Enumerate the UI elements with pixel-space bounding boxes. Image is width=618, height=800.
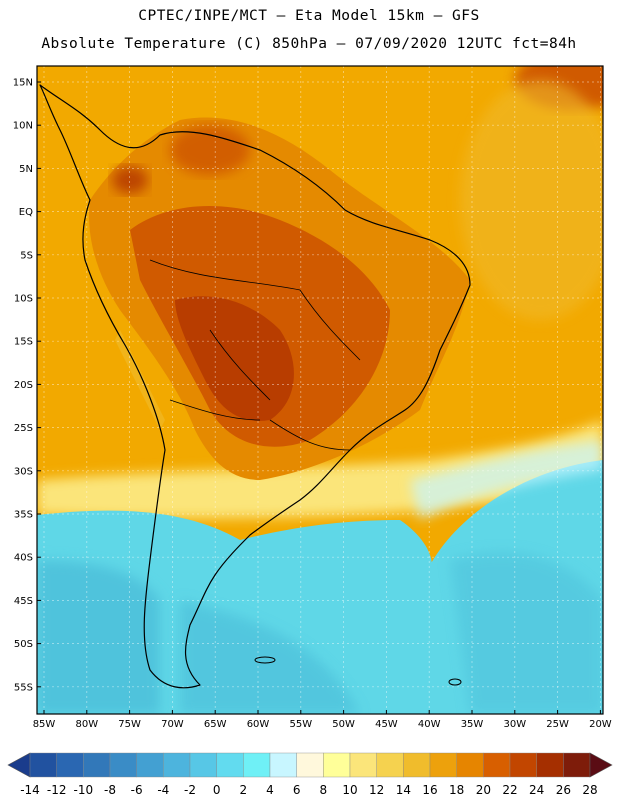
- colorbar-tick-label: 16: [422, 783, 437, 797]
- colorbar-swatch: [509, 752, 537, 778]
- colorbar-tick-label: 24: [529, 783, 544, 797]
- colorbar-tick-label: 12: [369, 783, 384, 797]
- lat-label: 5N: [19, 164, 33, 175]
- colorbar-swatch: [83, 752, 111, 778]
- colorbar-tick-label: 26: [556, 783, 571, 797]
- colorbar-tick-label: 4: [266, 783, 274, 797]
- colorbar-swatch: [349, 752, 377, 778]
- lat-label: 45S: [14, 596, 33, 607]
- colorbar-swatch: [536, 752, 564, 778]
- colorbar-tick-label: -8: [104, 783, 116, 797]
- chart-title-line-1: CPTEC/INPE/MCT – Eta Model 15km – GFS: [138, 8, 480, 24]
- colorbar-swatch: [216, 752, 244, 778]
- lon-label: 30W: [503, 719, 526, 730]
- colorbar-tick-label: 28: [582, 783, 597, 797]
- latitude-labels: 15N 10N 5N EQ 5S 10S 15S 20S 25S 30S 35S 40S 45S 50S 5…: [13, 78, 41, 693]
- lat-label: 5S: [20, 250, 33, 261]
- lat-label: 50S: [14, 639, 33, 650]
- colorbar-tick-label: 10: [342, 783, 357, 797]
- colorbar-swatch: [403, 752, 431, 778]
- colorbar-swatch: [29, 752, 57, 778]
- map-frame: [36, 65, 604, 715]
- colorbar-tick-label: 22: [502, 783, 517, 797]
- colorbar-tick-label: -14: [20, 783, 40, 797]
- lon-label: 40W: [418, 719, 441, 730]
- lat-lon-grid: [37, 66, 603, 714]
- lat-label: 40S: [14, 553, 33, 564]
- colorbar-swatch: [483, 752, 511, 778]
- colorbar-tick-label: 8: [320, 783, 328, 797]
- colorbar-max-arrow: [589, 752, 613, 778]
- colorbar-swatch: [109, 752, 137, 778]
- lon-label: 70W: [161, 719, 184, 730]
- colorbar-swatch: [136, 752, 164, 778]
- colorbar-swatch: [323, 752, 351, 778]
- lon-label: 75W: [118, 719, 141, 730]
- colorbar-tick-label: 18: [449, 783, 464, 797]
- colorbar-swatch: [456, 752, 484, 778]
- lon-label: 20W: [589, 719, 612, 730]
- lat-label: 10S: [14, 294, 33, 305]
- colorbar-swatch: [376, 752, 404, 778]
- colorbar-swatch: [163, 752, 191, 778]
- colorbar-tick-label: 2: [240, 783, 248, 797]
- colorbar-swatch: [243, 752, 271, 778]
- lon-label: 65W: [204, 719, 227, 730]
- lon-label: 25W: [546, 719, 569, 730]
- lon-label: 60W: [247, 719, 270, 730]
- longitude-labels: 85W 80W 75W 70W 65W 60W 55W 50W 45W 40W 35W 30W 25W 2…: [33, 710, 612, 730]
- lon-label: 85W: [33, 719, 56, 730]
- colorbar-swatch: [296, 752, 324, 778]
- lat-label: 20S: [14, 380, 33, 391]
- lat-label: 55S: [14, 682, 33, 693]
- lat-label: 15N: [13, 78, 33, 89]
- colorbar-tick-label: -6: [131, 783, 143, 797]
- temperature-field: [37, 66, 603, 714]
- colorbar-swatch: [563, 752, 591, 778]
- colorbar-tick-label: -10: [74, 783, 94, 797]
- colorbar-tick-label: 6: [293, 783, 301, 797]
- lon-label: 50W: [332, 719, 355, 730]
- lon-label: 55W: [289, 719, 312, 730]
- colorbar-swatch: [56, 752, 84, 778]
- colorbar-tick-label: -2: [184, 783, 196, 797]
- lat-label: EQ: [19, 207, 33, 218]
- colorbar-tick-label: 14: [396, 783, 411, 797]
- lat-label: 30S: [14, 466, 33, 477]
- coastline: [39, 84, 471, 689]
- lat-label: 35S: [14, 510, 33, 521]
- lon-label: 45W: [375, 719, 398, 730]
- lat-label: 15S: [14, 337, 33, 348]
- colorbar-tick-label: 0: [213, 783, 221, 797]
- colorbar-swatch: [269, 752, 297, 778]
- chart-title-line-2: Absolute Temperature (C) 850hPa – 07/09/…: [41, 36, 577, 52]
- lat-label: 25S: [14, 423, 33, 434]
- colorbar-tick-label: 20: [476, 783, 491, 797]
- lat-label: 10N: [13, 121, 33, 132]
- colorbar: -14 -12 -10 -8 -6 -4 -2 0 2 4 6 8 10 12 14 16 18 20 22 24 26…: [7, 752, 613, 797]
- colorbar-tick-label: -12: [47, 783, 67, 797]
- colorbar-swatch: [429, 752, 457, 778]
- colorbar-swatch: [189, 752, 217, 778]
- lon-label: 80W: [75, 719, 98, 730]
- colorbar-min-arrow: [7, 752, 31, 778]
- colorbar-tick-label: -4: [157, 783, 169, 797]
- lon-label: 35W: [461, 719, 484, 730]
